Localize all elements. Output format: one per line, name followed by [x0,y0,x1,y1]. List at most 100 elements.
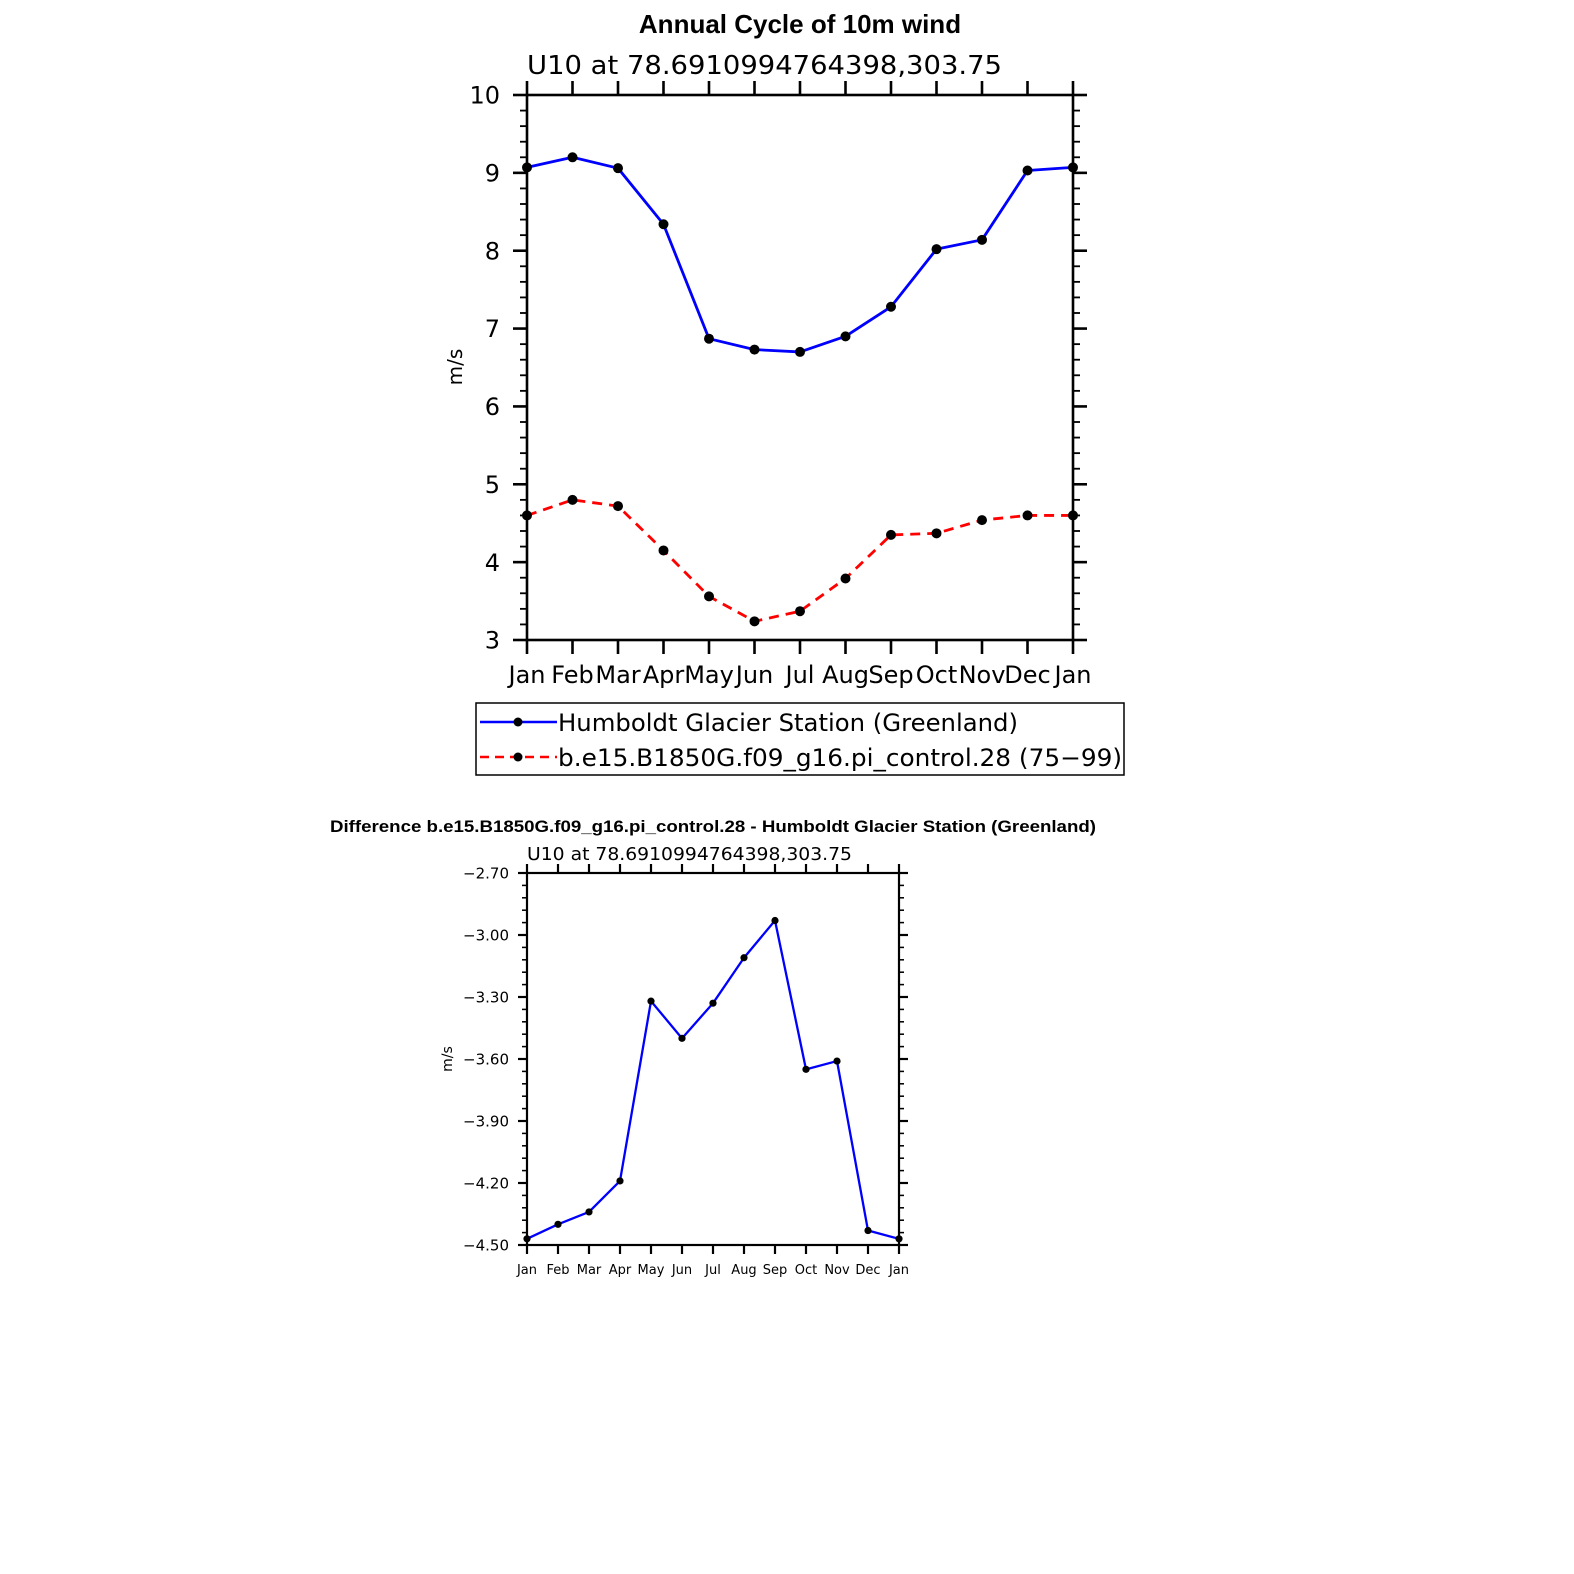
data-point [1022,510,1033,521]
y-tick-label: −4.50 [463,1236,509,1254]
legend-marker-1 [513,752,523,762]
chart1-legend: Humboldt Glacier Station (Greenland) b.e… [475,702,1125,776]
legend-box [475,702,1125,776]
x-tick-label: Oct [795,1263,817,1278]
data-point [895,1235,903,1243]
data-point [1068,162,1078,173]
x-tick-label: Dec [855,1263,880,1278]
chart2-y-axis-label: m/s [440,1046,456,1072]
chart1-plot-area [522,152,1078,627]
data-point [709,999,717,1007]
x-tick-label: Mar [595,661,640,689]
y-tick-label: 4 [485,549,500,577]
x-tick-label: May [684,661,734,689]
chart1-title: Annual Cycle of 10m wind [639,9,961,39]
data-point [613,501,623,512]
y-tick-label: −3.60 [463,1050,509,1068]
y-tick-label: −4.20 [463,1174,509,1192]
x-tick-label: Apr [643,661,685,689]
x-tick-label: Feb [546,1263,569,1278]
x-tick-label: Feb [551,661,594,689]
chart2-subtitle: U10 at 78.6910994764398,303.75 [527,844,852,865]
data-point [795,346,805,357]
x-tick-label: Sep [763,1263,788,1278]
x-tick-label: Jun [734,661,774,689]
data-point [977,515,987,526]
x-tick-label: Oct [916,661,958,689]
chart1-subtitle: U10 at 78.6910994764398,303.75 [527,51,1002,81]
legend-label-1: b.e15.B1850G.f09_g16.pi_control.28 (75−9… [558,744,1122,772]
data-point [840,573,851,584]
x-tick-label: Mar [577,1263,602,1278]
data-point [886,529,896,540]
x-tick-label: Jan [516,1263,537,1278]
data-point [554,1220,562,1228]
data-point [567,152,578,163]
legend-label-0: Humboldt Glacier Station (Greenland) [558,709,1018,737]
chart2-plot-area [523,916,903,1243]
y-tick-label: 6 [485,393,500,421]
x-tick-label: Sep [868,661,913,689]
legend-item-1: b.e15.B1850G.f09_g16.pi_control.28 (75−9… [480,744,1122,772]
data-point [616,1177,624,1185]
x-tick-label: Jul [784,661,815,689]
x-tick-label: Aug [822,661,869,689]
data-point [977,234,987,245]
legend-marker-0 [513,717,523,727]
x-tick-label: Jan [1053,661,1092,689]
data-point [749,616,760,627]
data-point [523,1235,531,1243]
data-point [931,244,942,255]
x-tick-label: Jun [671,1263,692,1278]
y-tick-label: −2.70 [463,864,509,882]
y-tick-label: 10 [469,82,500,110]
data-point [771,916,779,925]
x-tick-label: May [638,1263,665,1278]
data-point [833,1057,841,1065]
y-tick-label: −3.90 [463,1112,509,1130]
data-point [1068,510,1078,521]
x-tick-label: Aug [731,1263,756,1278]
y-tick-label: 5 [485,471,500,499]
x-tick-label: Jul [704,1263,721,1278]
data-point [802,1065,810,1073]
annual-cycle-chart: Annual Cycle of 10m wind U10 at 78.69109… [443,9,1125,776]
data-point [704,591,714,602]
x-tick-label: Nov [824,1263,850,1278]
data-point [931,528,942,539]
data-point [522,510,532,521]
data-point [647,997,655,1005]
y-tick-label: 8 [485,237,500,265]
data-point [749,344,760,355]
y-tick-label: 7 [485,315,500,343]
difference-chart: Difference b.e15.B1850G.f09_g16.pi_contr… [330,817,1096,1278]
data-point [613,163,623,174]
legend-item-0: Humboldt Glacier Station (Greenland) [480,709,1018,737]
y-tick-label: −3.00 [463,926,509,944]
data-point [840,331,851,342]
data-point [522,162,532,173]
data-point [678,1034,686,1042]
chart1-y-axis-label: m/s [443,349,467,386]
data-point [658,545,669,556]
chart2-title: Difference b.e15.B1850G.f09_g16.pi_contr… [330,817,1096,836]
y-tick-label: 3 [485,627,500,655]
data-point [658,219,669,230]
data-point [704,333,714,344]
y-tick-label: 9 [485,159,500,187]
data-point [567,494,578,505]
x-tick-label: Dec [1004,661,1050,689]
data-point [795,606,805,617]
data-point [886,301,896,312]
data-point [740,954,748,962]
x-tick-label: Apr [609,1263,632,1278]
data-point [864,1226,872,1235]
x-tick-label: Jan [507,661,546,689]
x-tick-label: Jan [888,1263,909,1278]
chart2-axes: Jan Feb Mar Apr May Jun Jul Aug Sep Oct Nov Dec Jan−… [463,864,909,1278]
y-tick-label: −3.30 [463,988,509,1006]
data-point [585,1208,593,1216]
data-point [1022,165,1033,176]
